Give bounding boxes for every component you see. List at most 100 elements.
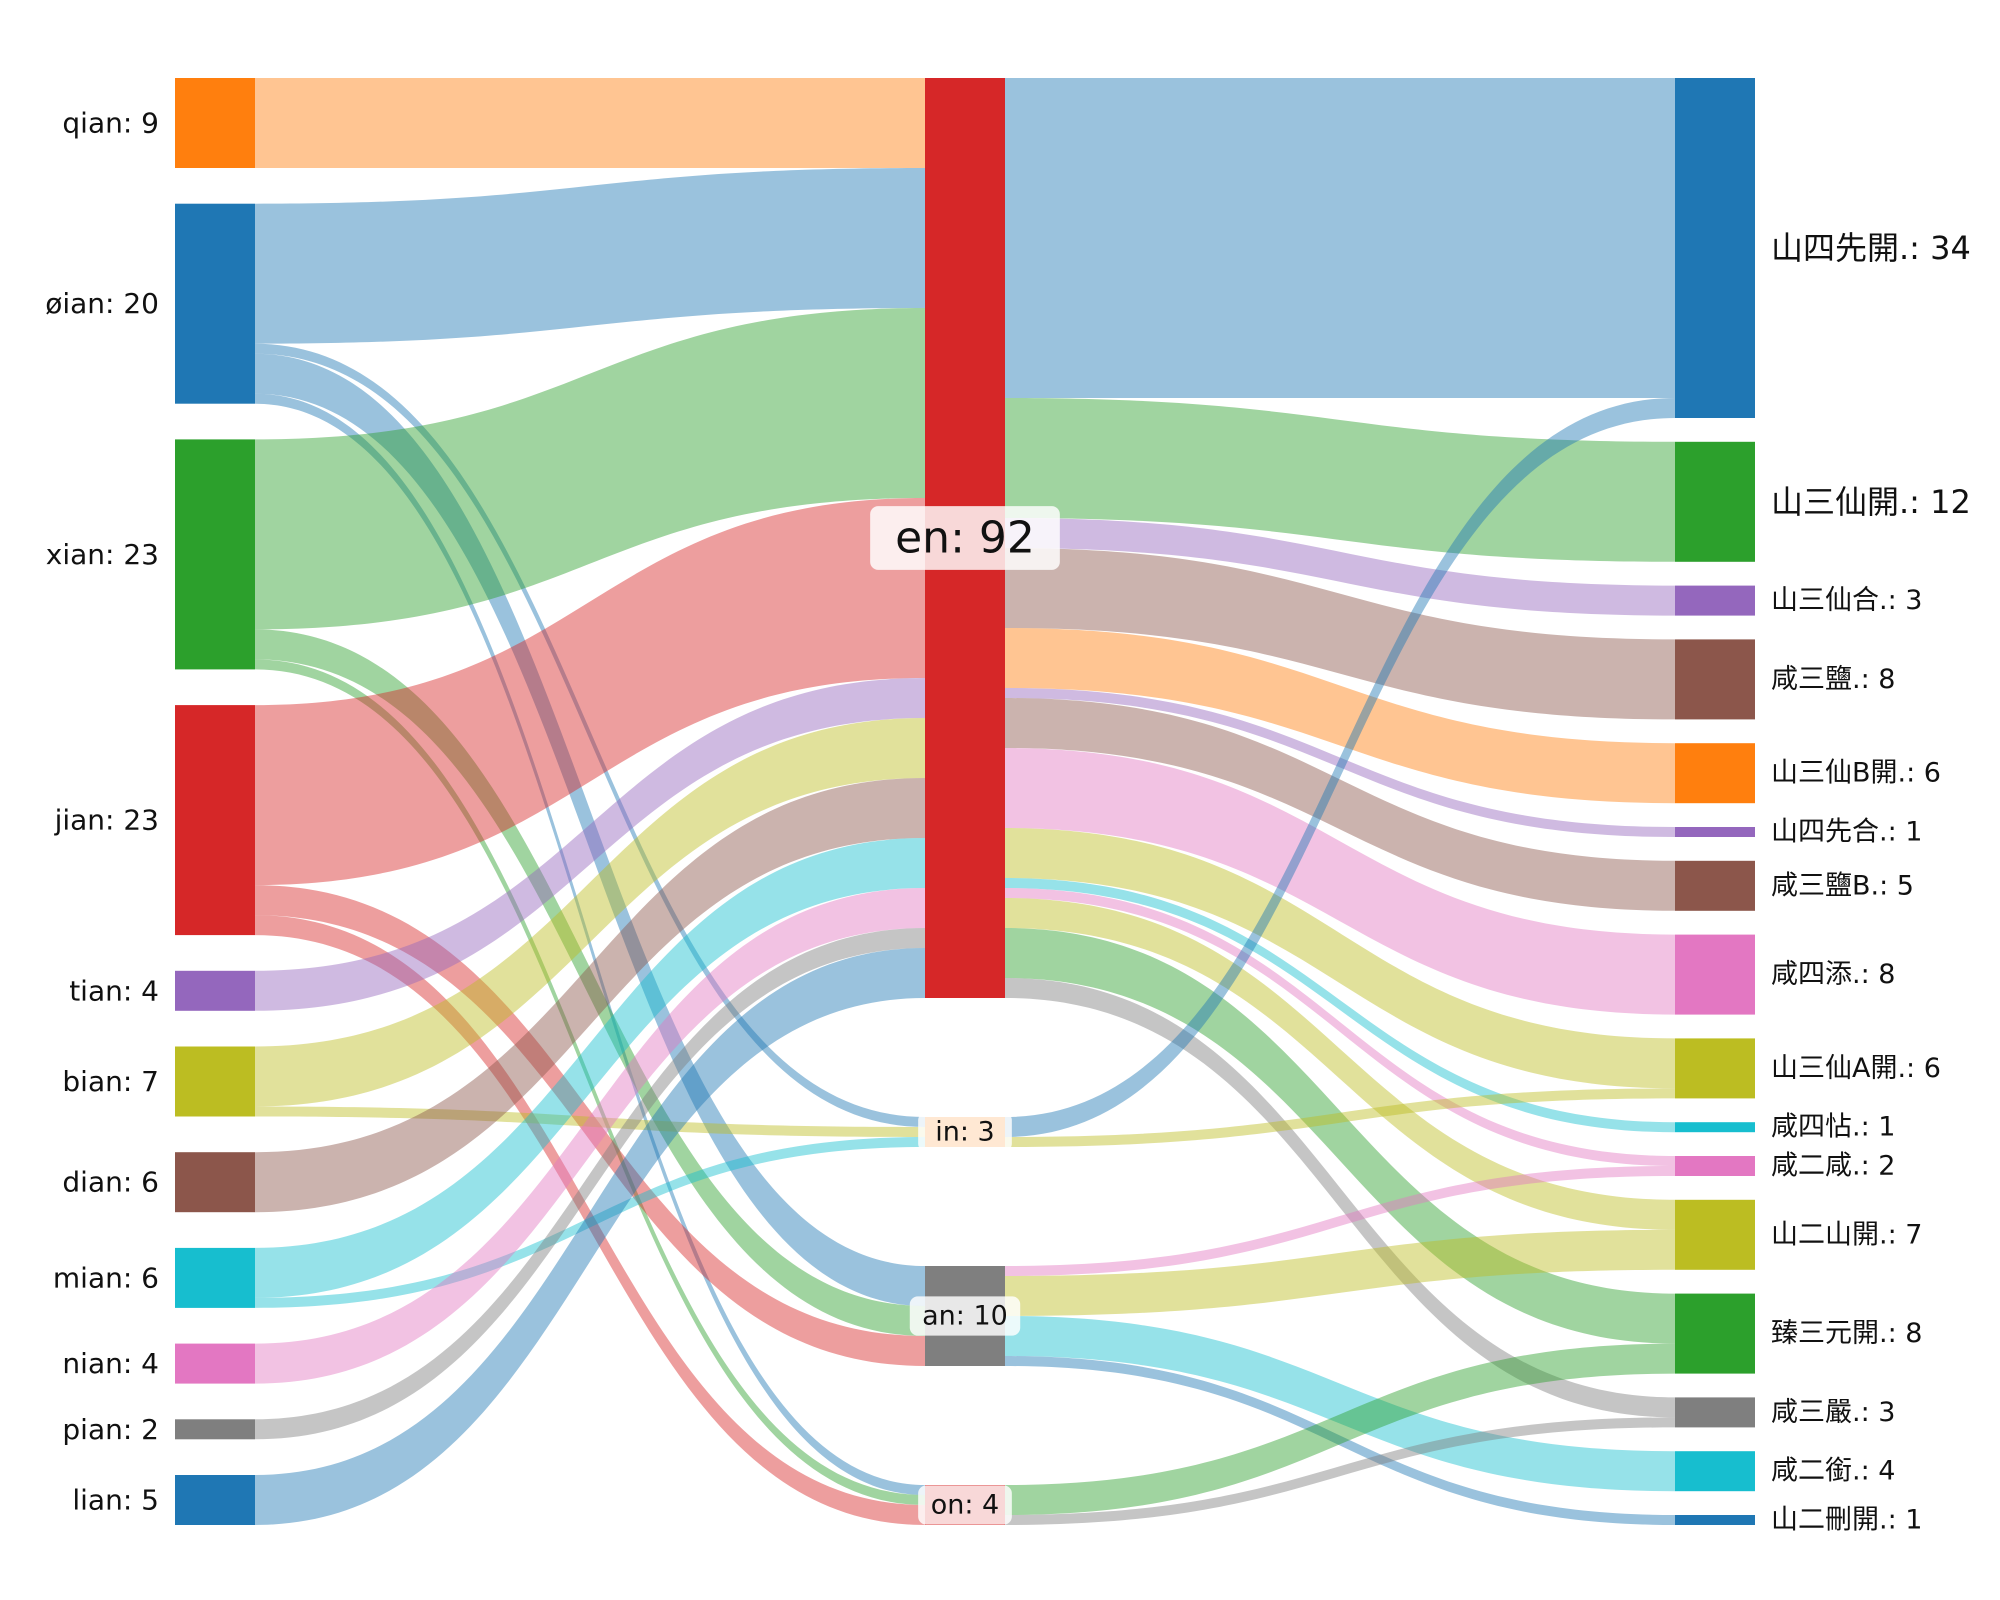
sankey-link-mian-en <box>255 838 925 1298</box>
node-label-r9: 山三仙A開.: 6 <box>1771 1053 1941 1084</box>
sankey-link-xian-an <box>255 629 925 1336</box>
sankey-link-mian-in <box>255 1137 925 1308</box>
sankey-link-an-r12 <box>1005 1229 1675 1316</box>
sankey-node-nian <box>175 1343 255 1384</box>
sankey-link-en-r12 <box>1005 898 1675 1230</box>
sankey-node-r12 <box>1675 1199 1755 1270</box>
sankey-node-lian <box>175 1475 255 1525</box>
sankey-link-pian-en <box>255 928 925 1440</box>
node-label-r12: 山二山開.: 7 <box>1771 1219 1922 1250</box>
sankey-link-en-r11 <box>1005 888 1675 1166</box>
node-label-dian: dian: 6 <box>62 1166 159 1199</box>
sankey-link-bian-en <box>255 718 925 1107</box>
sankey-link-en-r1 <box>1005 78 1675 398</box>
sankey-link-en-r5 <box>1005 628 1675 804</box>
sankey-link-qian-en <box>255 78 925 168</box>
sankey-node-r16 <box>1675 1515 1755 1525</box>
sankey-node-r10 <box>1675 1122 1755 1133</box>
node-label-lian: lian: 5 <box>72 1484 159 1517</box>
sankey-link-jian-on <box>255 915 925 1525</box>
sankey-link-on-r14 <box>1005 1417 1675 1525</box>
node-label-r15: 咸二銜.: 4 <box>1771 1456 1895 1487</box>
sankey-link-en-r13 <box>1005 928 1675 1344</box>
node-label-r7: 咸三鹽B.: 5 <box>1771 870 1914 901</box>
node-label-r10: 咸四怗.: 1 <box>1771 1112 1895 1143</box>
sankey-node-r6 <box>1675 827 1755 837</box>
sankey-link-jian-en <box>255 498 925 886</box>
sankey-node-pian <box>175 1419 255 1440</box>
node-label-r2: 山三仙開.: 12 <box>1771 483 1971 521</box>
node-label-r8: 咸四添.: 8 <box>1771 959 1895 990</box>
sankey-link-øian-en <box>255 168 925 344</box>
sankey-node-r2 <box>1675 441 1755 562</box>
node-label-bg-on <box>918 1485 1012 1525</box>
sankey-node-jian <box>175 705 255 936</box>
node-label-tian: tian: 4 <box>69 974 159 1007</box>
node-label-bg-en <box>870 506 1060 570</box>
sankey-node-r3 <box>1675 585 1755 616</box>
node-label-øian: øian: 20 <box>45 287 159 320</box>
node-label-pian: pian: 2 <box>62 1413 159 1446</box>
sankey-node-øian <box>175 203 255 404</box>
node-label-qian: qian: 9 <box>62 107 159 140</box>
sankey-link-in-r9 <box>1005 1088 1675 1147</box>
sankey-link-en-r2 <box>1005 398 1675 562</box>
sankey-node-dian <box>175 1152 255 1213</box>
node-label-r13: 臻三元開.: 8 <box>1771 1318 1922 1349</box>
sankey-node-r7 <box>1675 860 1755 911</box>
sankey-node-tian <box>175 970 255 1011</box>
node-label-mian: mian: 6 <box>53 1261 159 1294</box>
sankey-link-en-r9 <box>1005 828 1675 1089</box>
sankey-link-en-r7 <box>1005 698 1675 911</box>
sankey-node-r4 <box>1675 639 1755 720</box>
sankey-link-an-r11 <box>1005 1166 1675 1276</box>
sankey-link-en-r4 <box>1005 548 1675 720</box>
node-label-r6: 山四先合.: 1 <box>1771 817 1922 848</box>
node-label-bg-an <box>909 1296 1021 1336</box>
sankey-link-in-r1 <box>1005 398 1675 1137</box>
sankey-node-xian <box>175 439 255 670</box>
sankey-link-en-r10 <box>1005 878 1675 1133</box>
node-label-jian: jian: 23 <box>54 804 159 837</box>
node-label-an: an: 10 <box>922 1301 1008 1332</box>
sankey-node-r1 <box>1675 78 1755 418</box>
node-label-r11: 咸二咸.: 2 <box>1771 1151 1895 1182</box>
sankey-node-bian <box>175 1046 255 1117</box>
sankey-node-r8 <box>1675 934 1755 1015</box>
sankey-link-jian-an <box>255 885 925 1366</box>
node-label-on: on: 4 <box>931 1490 1000 1521</box>
node-label-r5: 山三仙B開.: 6 <box>1771 758 1941 789</box>
node-label-nian: nian: 4 <box>62 1347 159 1380</box>
sankey-node-r13 <box>1675 1293 1755 1374</box>
sankey-link-tian-en <box>255 678 925 1011</box>
sankey-link-en-r3 <box>1005 518 1675 616</box>
sankey-node-mian <box>175 1247 255 1308</box>
node-label-r16: 山二刪開.: 1 <box>1771 1505 1922 1536</box>
sankey-link-bian-in <box>255 1106 925 1137</box>
sankey-node-r15 <box>1675 1451 1755 1492</box>
sankey-link-øian-an <box>255 353 925 1306</box>
node-label-r14: 咸三嚴.: 3 <box>1771 1397 1895 1428</box>
labels-layer: qian: 9 øian: 20 xian: 23 jian: 23 tian: 4 bi… <box>45 107 1971 1536</box>
sankey-node-r14 <box>1675 1397 1755 1428</box>
sankey-link-xian-en <box>255 308 925 630</box>
sankey-link-en-r6 <box>1005 688 1675 837</box>
sankey-node-r11 <box>1675 1156 1755 1176</box>
sankey-link-en-r8 <box>1005 748 1675 1015</box>
sankey-node-qian <box>175 78 255 168</box>
node-label-en: en: 92 <box>895 513 1035 564</box>
sankey-link-nian-en <box>255 888 925 1384</box>
sankey-link-xian-on <box>255 659 925 1505</box>
sankey-link-lian-en <box>255 948 925 1525</box>
node-label-r4: 咸三鹽.: 8 <box>1771 664 1895 695</box>
node-label-bian: bian: 7 <box>62 1065 159 1098</box>
sankey-node-r5 <box>1675 743 1755 804</box>
sankey-link-an-r16 <box>1005 1356 1675 1525</box>
node-label-bg-in <box>918 1112 1012 1152</box>
links-layer <box>255 78 1675 1525</box>
sankey-node-r9 <box>1675 1038 1755 1099</box>
node-label-xian: xian: 23 <box>46 538 159 571</box>
sankey-link-an-r15 <box>1005 1316 1675 1492</box>
sankey-link-on-r13 <box>1005 1343 1675 1515</box>
